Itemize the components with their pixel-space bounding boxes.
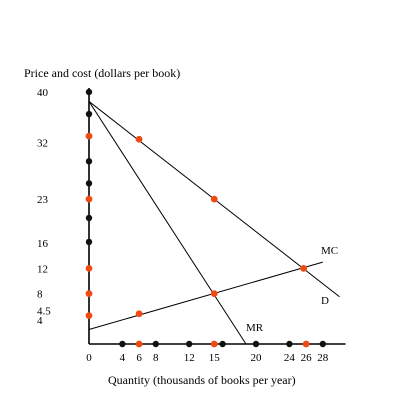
x-tick-label: 26 bbox=[301, 352, 313, 364]
points bbox=[85, 88, 326, 348]
y-tick-label: 23 bbox=[37, 194, 49, 206]
label-mr: MR bbox=[246, 322, 264, 334]
black-point bbox=[85, 238, 93, 246]
curve-mr bbox=[88, 101, 247, 345]
y-tick-label: 12 bbox=[37, 263, 48, 275]
red-point bbox=[85, 290, 93, 297]
red-point bbox=[85, 312, 93, 320]
x-tick-label: 0 bbox=[86, 352, 92, 364]
y-axis-title: Price and cost (dollars per book) bbox=[24, 66, 180, 80]
red-point bbox=[210, 195, 218, 203]
x-tick-label: 28 bbox=[317, 352, 329, 364]
red-point bbox=[135, 135, 143, 143]
x-axis-title: Quantity (thousands of books per year) bbox=[108, 373, 296, 387]
red-point bbox=[135, 340, 143, 348]
black-point bbox=[119, 340, 126, 348]
red-point bbox=[85, 132, 93, 140]
x-tick-label: 8 bbox=[153, 352, 159, 364]
black-point bbox=[286, 340, 293, 348]
y-tick-label: 4 bbox=[37, 315, 43, 327]
x-tick-label: 4 bbox=[120, 352, 126, 364]
label-mc: MC bbox=[321, 245, 338, 257]
black-point bbox=[85, 180, 93, 187]
black-point bbox=[85, 158, 93, 165]
black-point bbox=[85, 214, 93, 222]
black-point bbox=[152, 340, 159, 348]
black-point bbox=[85, 88, 93, 96]
y-tick-label: 40 bbox=[37, 87, 49, 99]
black-point bbox=[219, 340, 226, 348]
axes bbox=[88, 88, 346, 345]
curve-mc bbox=[88, 261, 323, 330]
black-point bbox=[85, 110, 93, 118]
black-point bbox=[186, 340, 193, 348]
curves bbox=[88, 101, 340, 345]
x-tick-label: 15 bbox=[209, 352, 221, 364]
red-point bbox=[85, 265, 93, 272]
red-point bbox=[210, 340, 218, 348]
x-tick-label: 20 bbox=[251, 352, 263, 364]
red-point bbox=[302, 340, 310, 348]
black-point bbox=[319, 340, 326, 348]
x-tick-label: 12 bbox=[184, 352, 195, 364]
black-point bbox=[252, 340, 260, 348]
red-point bbox=[300, 265, 307, 272]
red-point bbox=[210, 290, 218, 297]
y-tick-label: 32 bbox=[37, 137, 48, 149]
x-tick-label: 24 bbox=[284, 352, 296, 364]
x-tick-label: 6 bbox=[136, 352, 142, 364]
y-tick-label: 8 bbox=[37, 289, 43, 301]
red-point bbox=[85, 195, 93, 203]
red-point bbox=[135, 310, 143, 318]
y-tick-label: 16 bbox=[37, 238, 49, 250]
line-labels: D MR MC bbox=[246, 245, 338, 334]
y-tick-label: 4.5 bbox=[37, 306, 51, 318]
label-d: D bbox=[321, 295, 329, 307]
